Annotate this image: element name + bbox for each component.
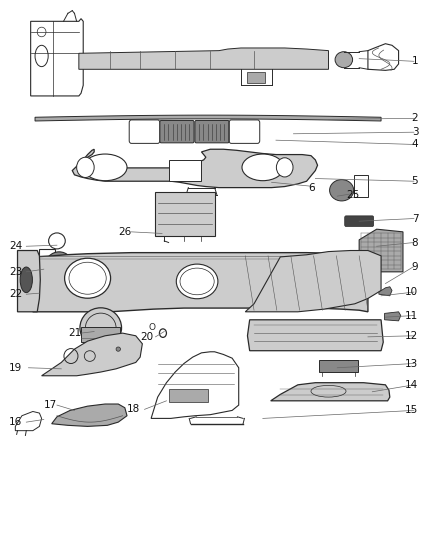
Ellipse shape xyxy=(298,266,333,297)
Text: 5: 5 xyxy=(412,176,418,186)
Text: 22: 22 xyxy=(9,289,22,299)
Text: 18: 18 xyxy=(127,405,140,414)
Text: 14: 14 xyxy=(405,380,418,390)
Ellipse shape xyxy=(83,154,127,181)
Bar xyxy=(169,160,201,181)
Text: 15: 15 xyxy=(405,406,418,415)
Text: 6: 6 xyxy=(309,183,315,193)
FancyBboxPatch shape xyxy=(195,120,229,143)
Polygon shape xyxy=(33,253,368,312)
Ellipse shape xyxy=(116,347,120,351)
Polygon shape xyxy=(35,115,381,121)
Text: 16: 16 xyxy=(9,417,22,427)
Text: 12: 12 xyxy=(405,331,418,341)
Text: 3: 3 xyxy=(412,127,418,137)
Text: 11: 11 xyxy=(405,311,418,320)
Polygon shape xyxy=(42,333,142,376)
Polygon shape xyxy=(379,287,392,296)
Polygon shape xyxy=(79,48,328,69)
Ellipse shape xyxy=(176,264,218,298)
Ellipse shape xyxy=(329,180,354,201)
Ellipse shape xyxy=(65,258,110,298)
Ellipse shape xyxy=(80,308,122,348)
Ellipse shape xyxy=(242,154,284,181)
Text: 4: 4 xyxy=(412,140,418,149)
Polygon shape xyxy=(245,251,381,312)
Bar xyxy=(81,327,120,342)
Ellipse shape xyxy=(45,252,74,281)
Polygon shape xyxy=(359,229,403,272)
Text: O: O xyxy=(149,324,156,332)
Text: 24: 24 xyxy=(9,241,22,251)
Text: 20: 20 xyxy=(140,332,153,342)
Text: 21: 21 xyxy=(68,328,81,338)
Ellipse shape xyxy=(276,158,293,177)
Text: 26: 26 xyxy=(118,227,131,237)
Text: 2: 2 xyxy=(412,114,418,123)
Text: 9: 9 xyxy=(412,262,418,271)
Text: 7: 7 xyxy=(412,214,418,223)
Text: 23: 23 xyxy=(9,267,22,277)
Bar xyxy=(319,360,358,372)
Ellipse shape xyxy=(20,267,32,293)
Polygon shape xyxy=(52,404,127,426)
Text: 13: 13 xyxy=(405,359,418,368)
Text: 8: 8 xyxy=(412,238,418,247)
Ellipse shape xyxy=(335,52,353,68)
Text: 25: 25 xyxy=(346,190,359,199)
Text: 17: 17 xyxy=(44,400,57,410)
Polygon shape xyxy=(72,149,318,188)
Bar xyxy=(354,175,368,197)
FancyBboxPatch shape xyxy=(345,216,374,227)
Polygon shape xyxy=(385,312,401,321)
Bar xyxy=(169,389,208,402)
Polygon shape xyxy=(18,251,40,312)
Bar xyxy=(39,249,55,269)
Ellipse shape xyxy=(77,157,94,177)
Bar xyxy=(247,72,265,83)
Polygon shape xyxy=(271,383,390,401)
FancyBboxPatch shape xyxy=(160,120,194,143)
Text: 1: 1 xyxy=(412,56,418,66)
Text: 19: 19 xyxy=(9,363,22,373)
Bar xyxy=(155,192,215,236)
Text: 10: 10 xyxy=(405,287,418,297)
Polygon shape xyxy=(247,320,383,351)
